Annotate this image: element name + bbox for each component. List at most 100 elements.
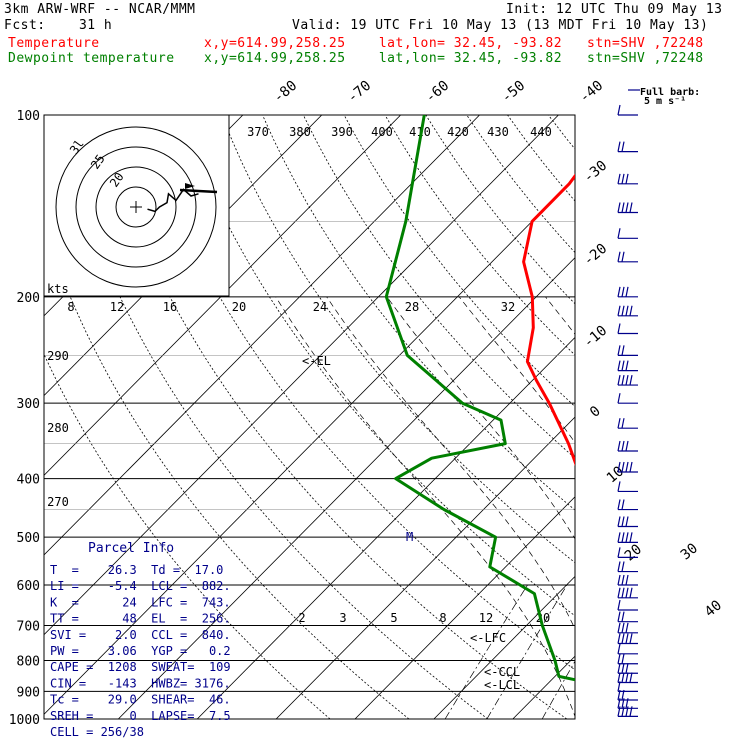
hodograph-ring xyxy=(55,126,217,288)
wind-barb-feather xyxy=(617,532,621,543)
hodograph-ring-label: 25 xyxy=(88,152,108,172)
dry-adiabat xyxy=(425,115,575,305)
wind-barb-feather xyxy=(617,251,621,262)
wind-barb-feather xyxy=(621,251,625,262)
wind-barb-feather xyxy=(621,698,625,709)
hodograph-ring-label: 3l xyxy=(67,137,87,157)
barb-legend-label: Full barb: xyxy=(640,87,700,98)
wind-barb-feather xyxy=(617,286,621,297)
isotherm-line xyxy=(671,115,740,719)
isotherm-label: 40 xyxy=(702,597,725,620)
wind-barb-feather xyxy=(617,305,621,316)
isotherm-label: -30 xyxy=(581,158,611,187)
isotherm-line xyxy=(44,115,559,636)
mixing-ratio-line xyxy=(486,584,568,719)
mixing-ratio-line xyxy=(444,584,528,719)
plot-frame xyxy=(43,114,576,720)
hodograph-ring xyxy=(115,186,157,228)
wind-barb-feather xyxy=(621,418,625,429)
pressure-tick-label: 400 xyxy=(17,473,40,488)
dry-adiabat xyxy=(221,115,575,564)
theta-label: 280 xyxy=(47,421,69,435)
wind-barb-feather xyxy=(625,461,629,473)
barb-legend-units: 5 m s⁻¹ xyxy=(644,96,686,107)
mixing-ratio-label: 8 xyxy=(439,611,446,625)
hodograph-ring-label: 20 xyxy=(107,170,127,190)
wind-barb-feather xyxy=(621,663,625,674)
level-marker-label: <-CCL xyxy=(484,665,520,679)
wind-barb-feather xyxy=(617,547,621,558)
wind-barb-feather xyxy=(621,611,625,622)
theta-label: 400 xyxy=(371,125,393,139)
parcel-info-row: Tc = 29.0 SHEAR= 46. xyxy=(50,693,231,707)
wind-barb-feather xyxy=(621,653,625,664)
isotherm-line xyxy=(44,115,480,556)
wind-barb-feather xyxy=(617,599,621,611)
wind-barb-feather xyxy=(617,461,621,473)
parcel-info-row: K = 24 LFC = 743. xyxy=(50,595,231,609)
hodograph-ring xyxy=(75,146,197,268)
isotherm-label: -50 xyxy=(499,78,529,107)
dewpoint-point-info: x,y=614.99,258.25 lat,lon= 32.45, -93.82… xyxy=(204,51,704,66)
mixing-ratio-label: 2 xyxy=(298,611,305,625)
wind-barb-feather xyxy=(625,633,629,644)
wind-barb-feather xyxy=(617,228,621,239)
isotherm-label: -60 xyxy=(423,78,453,107)
wind-barb-feather xyxy=(617,574,621,586)
wind-barb-feather xyxy=(621,141,625,152)
forecast-hour: Fcst: 31 h xyxy=(4,18,113,33)
parcel-info-title: Parcel Info xyxy=(88,541,174,556)
wind-barb-feather xyxy=(629,706,633,717)
wind-barb-feather xyxy=(617,345,621,356)
wind-barb-feather xyxy=(621,461,625,473)
wind-barb-feather xyxy=(617,706,621,717)
parcel-info-row: T = 26.3 Td = 17.0 xyxy=(50,563,223,577)
wind-barb-feather xyxy=(617,681,621,692)
wind-barb-feather xyxy=(617,698,621,709)
isotherm-label: -40 xyxy=(577,78,607,107)
wind-barb-feather xyxy=(625,202,629,213)
wind-barb-feather xyxy=(617,672,621,683)
wind-barb-feather xyxy=(625,698,629,709)
wind-barb-feather xyxy=(617,611,621,622)
wind-barb-feather xyxy=(629,202,633,213)
wind-barb-feather xyxy=(617,393,621,404)
dry-adiabat xyxy=(262,115,575,511)
wind-barb-feather xyxy=(617,418,621,429)
wind-barb-feather xyxy=(629,587,633,598)
wind-barb-feather xyxy=(625,305,629,316)
hodograph-speed-label: 24 xyxy=(313,300,327,314)
wind-barb-feather xyxy=(617,587,621,598)
wind-barb-feather xyxy=(617,141,621,152)
hodograph-speed-label: 12 xyxy=(110,300,124,314)
theta-label: 440 xyxy=(530,125,552,139)
wind-barb-feather xyxy=(621,622,625,633)
isotherm-line xyxy=(118,257,575,719)
mixing-ratio-label: 12 xyxy=(479,611,493,625)
dry-adiabat xyxy=(547,115,575,150)
wind-barb-feather xyxy=(617,689,621,701)
hodograph-speed-label: 8 xyxy=(67,300,74,314)
wind-barb-feather xyxy=(621,633,625,644)
parcel-info-row: CIN = -143 HWBZ= 3176. xyxy=(50,676,231,690)
dry-adiabat xyxy=(57,115,489,719)
model-title: 3km ARW-WRF -- NCAR/MMM xyxy=(4,2,196,17)
wind-barb-feather xyxy=(617,173,621,184)
wind-barb-feather xyxy=(617,561,621,572)
wind-barb-feather xyxy=(621,516,625,527)
wind-barb-feather xyxy=(617,440,621,452)
wind-barb-feather xyxy=(621,345,625,356)
isotherm-label: 0 xyxy=(587,403,604,421)
wind-barb-feather xyxy=(617,643,621,654)
pressure-tick-label: 1000 xyxy=(9,713,40,728)
moist-adiabat xyxy=(458,296,575,444)
wind-barb-feather xyxy=(621,587,625,598)
isotherm-label: -70 xyxy=(345,78,375,107)
dry-adiabat xyxy=(630,115,740,719)
wind-barb-feather xyxy=(621,689,625,701)
wind-barb-feather xyxy=(617,104,621,116)
hodograph-units-label: kts xyxy=(47,282,69,296)
isotherm-label: -10 xyxy=(581,323,611,352)
mixing-ratio-label: 5 xyxy=(390,611,397,625)
